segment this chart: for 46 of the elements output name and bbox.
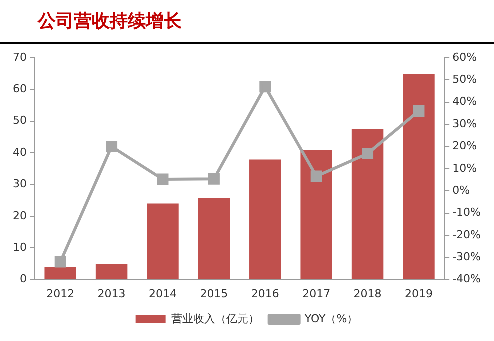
y2-tick-label: 50% xyxy=(452,73,478,86)
x-tick-label: 2015 xyxy=(200,287,228,300)
x-tick-label: 2016 xyxy=(251,287,280,300)
bar xyxy=(96,264,128,280)
point xyxy=(362,148,374,160)
bar xyxy=(44,267,76,280)
x-tick-label: 2019 xyxy=(404,287,433,300)
bar xyxy=(250,160,282,280)
chart-title: 公司营收持续增长 xyxy=(38,10,182,33)
x-tick-label: 2018 xyxy=(354,287,382,300)
point xyxy=(413,105,425,117)
legend-label: YOY（%） xyxy=(304,312,358,326)
y-tick-label: 70 xyxy=(12,50,27,64)
y2-tick-label: -30% xyxy=(452,250,482,264)
point xyxy=(260,81,272,93)
x-tick-label: 2017 xyxy=(302,287,331,300)
y2-tick-label: 30% xyxy=(452,117,478,130)
point xyxy=(310,170,322,182)
y-tick-label: 50 xyxy=(12,114,27,128)
y2-tick-label: -10% xyxy=(452,206,482,220)
bar xyxy=(403,74,435,280)
y2-tick-label: 0% xyxy=(452,184,470,197)
y-tick-label: 0 xyxy=(20,272,27,286)
point xyxy=(208,173,220,185)
legend-label: 营业收入（亿元） xyxy=(171,312,260,326)
y2-tick-label: 20% xyxy=(452,140,478,153)
y2-tick-label: -40% xyxy=(452,272,482,286)
y-tick-label: 30 xyxy=(12,178,27,191)
y2-tick-label: 60% xyxy=(452,50,478,64)
y-tick-label: 10 xyxy=(12,240,27,254)
point xyxy=(157,174,169,186)
bar xyxy=(300,150,332,280)
y2-tick-label: 40% xyxy=(452,95,478,108)
x-tick-label: 2012 xyxy=(46,287,75,300)
y-tick-label: 60 xyxy=(12,82,27,96)
bar xyxy=(352,129,384,280)
bar xyxy=(147,204,179,280)
y2-tick-label: -20% xyxy=(452,228,482,242)
x-tick-label: 2014 xyxy=(148,287,177,300)
y2-tick-label: 10% xyxy=(452,162,478,175)
point xyxy=(106,140,118,152)
bar xyxy=(198,198,230,280)
point xyxy=(54,256,66,268)
x-tick-label: 2013 xyxy=(98,287,126,300)
y-tick-label: 20 xyxy=(12,209,27,222)
y-tick-label: 40 xyxy=(12,146,27,159)
